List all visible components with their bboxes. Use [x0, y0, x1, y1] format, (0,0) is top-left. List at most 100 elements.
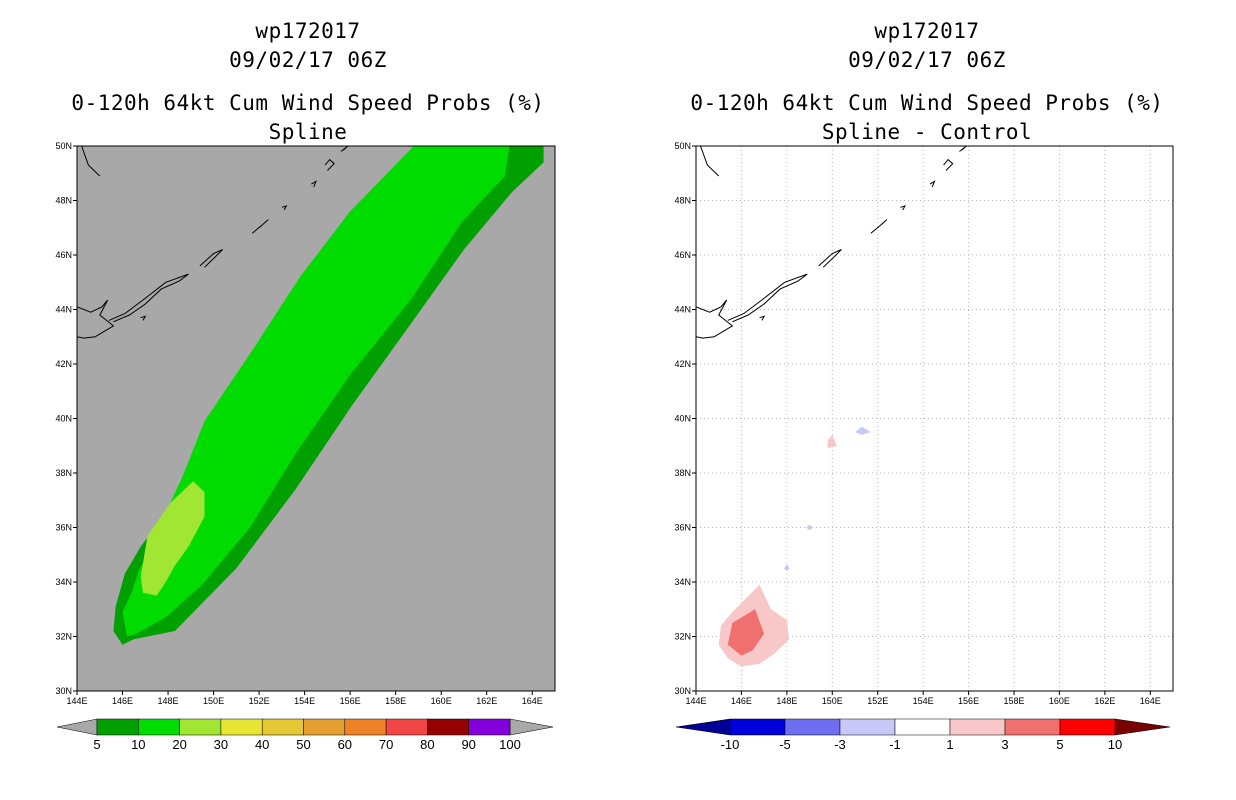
contour-20-30: [140, 481, 205, 596]
colorbar-swatch: [138, 718, 180, 736]
colorbar-label: -1: [889, 737, 901, 752]
coastline-segment: [727, 273, 808, 323]
colorbar-swatch: [179, 718, 222, 736]
y-tick-label: 30N: [674, 686, 691, 696]
x-tick-label: 144E: [685, 696, 706, 706]
colorbar-label: 100: [499, 737, 521, 752]
contour--3--1: [855, 426, 871, 435]
colorbar-left-triangle: [56, 718, 98, 736]
colorbar-label: 1: [946, 737, 953, 752]
colorbar-swatch: [303, 718, 346, 736]
colorbar-left-triangle: [675, 718, 731, 736]
x-tick-label: 144E: [66, 696, 87, 706]
colorbar-label: 30: [214, 737, 228, 752]
plot-area: [696, 146, 1173, 691]
y-tick-label: 32N: [55, 632, 72, 642]
x-tick-label: 150E: [822, 696, 843, 706]
colorbar-swatch: [427, 718, 469, 736]
chart-title-line-4: Spline - Control: [822, 120, 1032, 144]
coastline-segment: [818, 249, 842, 268]
coastline-segment: [311, 180, 318, 188]
colorbar-swatch: [385, 718, 428, 736]
colorbar-swatch: [96, 718, 139, 736]
x-tick-label: 162E: [476, 696, 497, 706]
x-tick-label: 158E: [385, 696, 406, 706]
coastline-segment: [696, 299, 734, 339]
contour-10-20: [122, 146, 510, 637]
coastline-segment: [140, 315, 147, 321]
y-tick-label: 34N: [55, 577, 72, 587]
colorbar-label: 3: [1001, 737, 1008, 752]
contour-1-3: [827, 434, 837, 449]
colorbar-label: -5: [779, 737, 791, 752]
coastline-segment: [81, 146, 101, 177]
chart-title-line-4: Spline: [269, 120, 348, 144]
y-tick-label: 36N: [674, 523, 691, 533]
colorbar-swatch: [468, 718, 511, 736]
y-tick-label: 36N: [55, 523, 72, 533]
x-tick-label: 146E: [731, 696, 752, 706]
y-tick-label: 32N: [674, 632, 691, 642]
y-tick-label: 48N: [55, 196, 72, 206]
chart-title-line-2: 09/02/17 06Z: [229, 48, 387, 72]
x-tick-label: 148E: [776, 696, 797, 706]
colorbar-swatch: [1004, 718, 1061, 736]
plot-background: [696, 146, 1173, 691]
colorbar-swatch: [220, 718, 263, 736]
x-tick-label: 156E: [958, 696, 979, 706]
chart-title-line-3: 0-120h 64kt Cum Wind Speed Probs (%): [71, 91, 544, 115]
colorbar-swatch: [344, 718, 387, 736]
colorbar-label: 50: [296, 737, 310, 752]
contour-3-5: [727, 609, 765, 656]
coastline-segment: [199, 249, 224, 268]
colorbar-swatch: [261, 718, 304, 736]
colorbar: -10 -5 -3 -1 1 3 5 10: [675, 718, 1171, 752]
chart-title-line-3: 0-120h 64kt Cum Wind Speed Probs (%): [690, 91, 1163, 115]
y-tick-label: 46N: [55, 250, 72, 260]
chart-title-line-1: wp172017: [255, 19, 360, 43]
colorbar-label: -3: [834, 737, 846, 752]
colorbar-label: 40: [255, 737, 269, 752]
x-tick-label: 158E: [1003, 696, 1024, 706]
y-tick-label: 34N: [674, 577, 691, 587]
x-tick-label: 156E: [340, 696, 361, 706]
x-tick-label: 148E: [158, 696, 179, 706]
x-tick-label: 150E: [203, 696, 224, 706]
colorbar-label: 90: [461, 737, 475, 752]
colorbar-label: 10: [131, 737, 145, 752]
y-tick-label: 40N: [55, 414, 72, 424]
coastline-segment: [77, 299, 115, 339]
x-tick-label: 152E: [867, 696, 888, 706]
y-tick-label: 44N: [55, 305, 72, 315]
x-tick-label: 162E: [1094, 696, 1115, 706]
coastline-segment: [943, 158, 954, 171]
y-tick-label: 30N: [55, 686, 72, 696]
contour--3--1: [784, 564, 790, 572]
x-tick-label: 154E: [913, 696, 934, 706]
colorbar-label: 70: [379, 737, 393, 752]
colorbar-swatch: [729, 718, 786, 736]
colorbar-label: -10: [721, 737, 740, 752]
colorbar-label: 60: [338, 737, 352, 752]
x-tick-label: 154E: [294, 696, 315, 706]
coastline-segment: [959, 146, 967, 152]
coastline-segment: [324, 158, 335, 171]
colorbar-right-triangle: [1114, 718, 1171, 736]
coastlines: [696, 146, 967, 339]
y-tick-label: 50N: [674, 141, 691, 151]
x-tick-label: 160E: [1049, 696, 1070, 706]
chart-title-line-2: 09/02/17 06Z: [848, 48, 1006, 72]
colorbar: 5 10 20 30 40 50 60 70 80 90 100: [56, 718, 554, 752]
coastline-segment: [251, 219, 269, 234]
x-tick-label: 146E: [112, 696, 133, 706]
y-tick-label: 48N: [674, 196, 691, 206]
x-tick-label: 152E: [249, 696, 270, 706]
coastline-segment: [281, 205, 288, 211]
x-tick-label: 164E: [522, 696, 543, 706]
y-tick-label: 50N: [55, 141, 72, 151]
y-tick-label: 42N: [674, 359, 691, 369]
coastline-segment: [700, 146, 720, 177]
y-tick-label: 38N: [55, 468, 72, 478]
colorbar-label: 20: [172, 737, 186, 752]
